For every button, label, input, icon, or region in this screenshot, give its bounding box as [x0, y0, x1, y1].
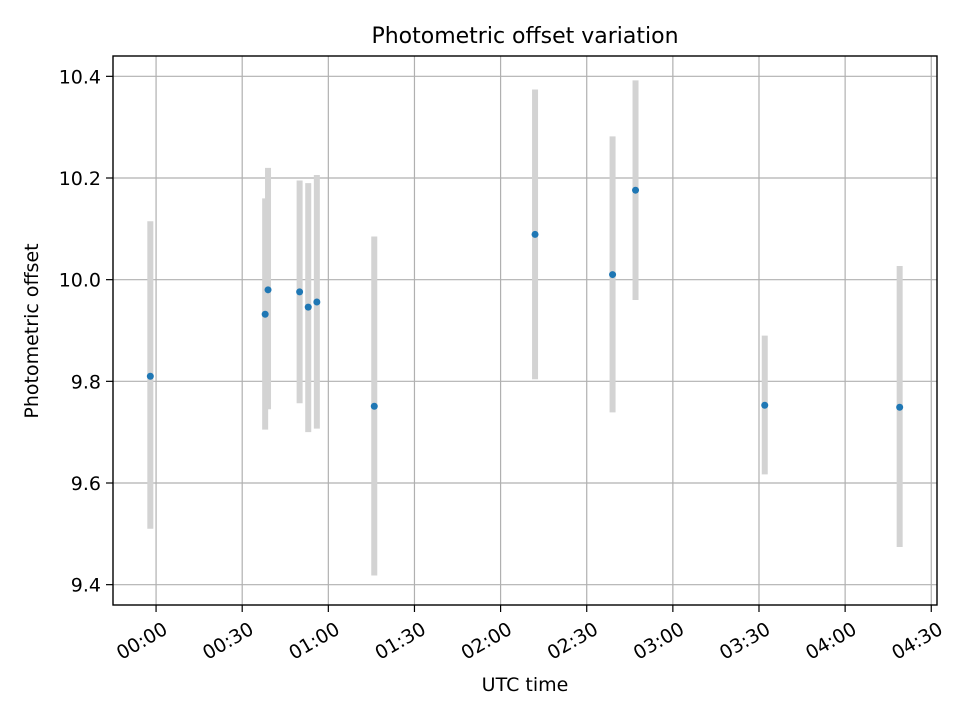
data-point	[370, 402, 378, 410]
data-point	[264, 286, 272, 294]
y-tick-label: 9.6	[71, 473, 101, 495]
data-point	[896, 403, 904, 411]
plot-frame	[112, 55, 938, 606]
y-tick-label: 9.8	[71, 371, 101, 393]
data-point	[313, 298, 321, 306]
y-tick-label: 9.4	[71, 575, 101, 597]
y-tick-label: 10.2	[59, 168, 101, 190]
grid	[113, 56, 937, 605]
y-tick-label: 10.0	[59, 270, 101, 292]
y-tick-label: 10.4	[59, 66, 101, 88]
data-point	[531, 230, 539, 238]
data-point	[761, 401, 769, 409]
data-point	[261, 310, 269, 318]
data-point	[304, 303, 312, 311]
chart-title: Photometric offset variation	[371, 24, 678, 49]
y-axis-label: Photometric offset	[21, 243, 43, 418]
data-point	[632, 186, 640, 194]
x-axis-label: UTC time	[482, 674, 569, 696]
data-point	[146, 372, 154, 380]
y-axis-ticks: 9.4 9.6 9.8 10.0 10.2 10.4	[59, 66, 113, 597]
data-point	[296, 288, 304, 296]
data-point	[609, 271, 617, 279]
data-points	[146, 186, 904, 411]
